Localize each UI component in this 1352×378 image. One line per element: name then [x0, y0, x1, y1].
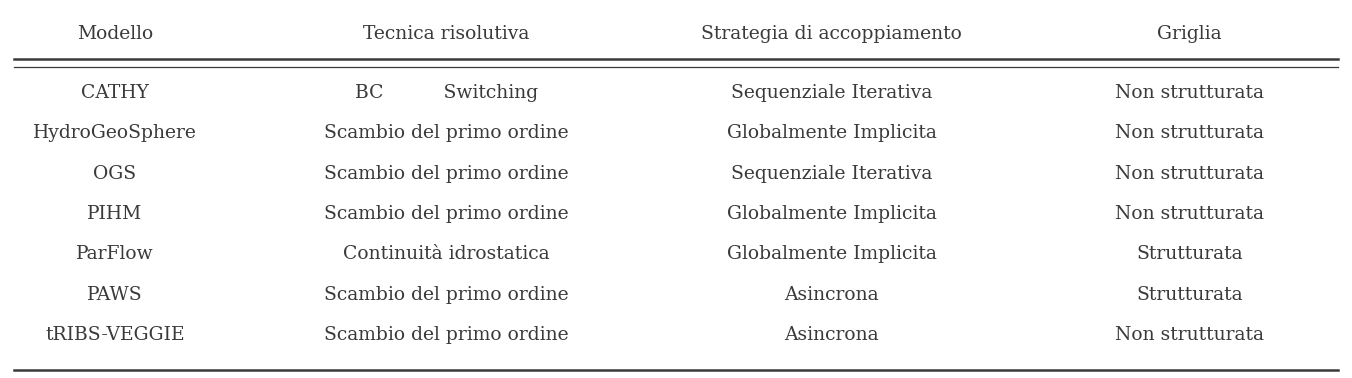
Text: Non strutturata: Non strutturata — [1115, 164, 1264, 183]
Text: Globalmente Implicita: Globalmente Implicita — [726, 245, 937, 263]
Text: BC          Switching: BC Switching — [354, 84, 538, 102]
Text: Scambio del primo ordine: Scambio del primo ordine — [324, 286, 568, 304]
Text: Scambio del primo ordine: Scambio del primo ordine — [324, 164, 568, 183]
Text: Scambio del primo ordine: Scambio del primo ordine — [324, 205, 568, 223]
Text: Non strutturata: Non strutturata — [1115, 326, 1264, 344]
Text: Scambio del primo ordine: Scambio del primo ordine — [324, 326, 568, 344]
Text: Globalmente Implicita: Globalmente Implicita — [726, 205, 937, 223]
Text: HydroGeoSphere: HydroGeoSphere — [32, 124, 197, 142]
Text: OGS: OGS — [93, 164, 137, 183]
Text: ParFlow: ParFlow — [76, 245, 154, 263]
Text: Globalmente Implicita: Globalmente Implicita — [726, 124, 937, 142]
Text: Tecnica risolutiva: Tecnica risolutiva — [362, 25, 530, 43]
Text: Griglia: Griglia — [1157, 25, 1222, 43]
Text: Modello: Modello — [77, 25, 153, 43]
Text: PIHM: PIHM — [88, 205, 142, 223]
Text: CATHY: CATHY — [81, 84, 149, 102]
Text: Asincrona: Asincrona — [784, 286, 879, 304]
Text: Scambio del primo ordine: Scambio del primo ordine — [324, 124, 568, 142]
Text: Continuità idrostatica: Continuità idrostatica — [343, 245, 549, 263]
Text: Non strutturata: Non strutturata — [1115, 124, 1264, 142]
Text: Strutturata: Strutturata — [1137, 286, 1242, 304]
Text: Non strutturata: Non strutturata — [1115, 84, 1264, 102]
Text: tRIBS-VEGGIE: tRIBS-VEGGIE — [45, 326, 185, 344]
Text: Strategia di accoppiamento: Strategia di accoppiamento — [702, 25, 961, 43]
Text: Asincrona: Asincrona — [784, 326, 879, 344]
Text: Strutturata: Strutturata — [1137, 245, 1242, 263]
Text: Sequenziale Iterativa: Sequenziale Iterativa — [731, 84, 932, 102]
Text: PAWS: PAWS — [87, 286, 143, 304]
Text: Non strutturata: Non strutturata — [1115, 205, 1264, 223]
Text: Sequenziale Iterativa: Sequenziale Iterativa — [731, 164, 932, 183]
